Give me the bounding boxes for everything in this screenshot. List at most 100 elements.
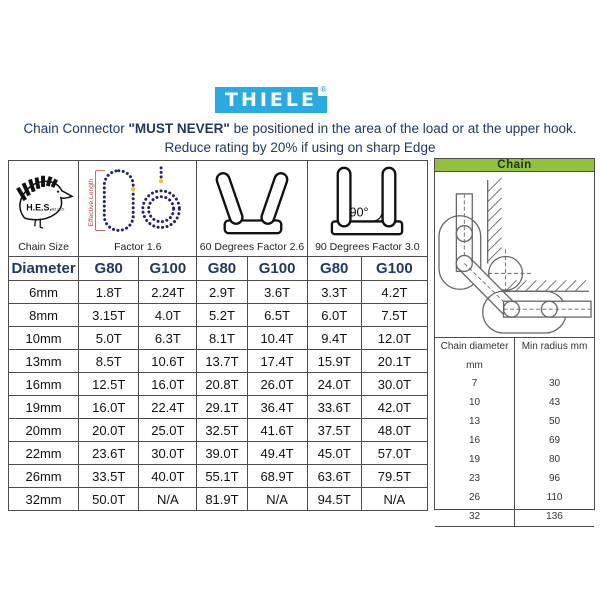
- row-label-cell: 13mm: [7, 349, 80, 373]
- section-label-60deg: 60 Degrees Factor 2.6: [199, 241, 305, 253]
- rating-cell: 63.6T: [306, 464, 362, 488]
- rating-cell: 41.6T: [246, 418, 308, 442]
- rating-cell: 4.2T: [360, 280, 429, 304]
- radius-col2-unit-spacer: [515, 357, 595, 374]
- col-header-g80-1: G80: [78, 256, 140, 281]
- rating-cell: 20.0T: [78, 418, 140, 442]
- radius-col1-unit: mm: [435, 357, 515, 374]
- connector-60deg-icon: [197, 161, 306, 241]
- table-row: 32 136: [435, 507, 594, 527]
- angle-90-label: 90°: [350, 206, 369, 220]
- rating-cell: 16.0T: [78, 395, 140, 419]
- table-row: 10 43: [435, 393, 594, 412]
- table-row: 32mm 50.0T N/A 81.9T N/A 94.5T N/A: [7, 487, 429, 511]
- rating-cell: 42.0T: [360, 395, 429, 419]
- warning-text: Chain Connector "MUST NEVER" be position…: [0, 119, 600, 157]
- rating-cell: 30.0T: [360, 372, 429, 396]
- rating-cell: 12.5T: [78, 372, 140, 396]
- section-label-90deg: 90 Degrees Factor 3.0: [315, 241, 420, 253]
- row-label-cell: 23: [435, 469, 515, 488]
- chain-sling-icon: Effective Length: [79, 161, 196, 241]
- rating-cell: 40.0T: [138, 464, 198, 488]
- row-label-cell: 26: [435, 488, 515, 507]
- rating-cell: 39.0T: [196, 441, 248, 465]
- col-header-g80-3: G80: [306, 256, 362, 281]
- row-label-cell: 6mm: [7, 280, 80, 304]
- rating-cell: 10.4T: [246, 326, 308, 350]
- rating-cell: 20.8T: [196, 372, 248, 396]
- rating-cell: 33.5T: [78, 464, 140, 488]
- factor16-header-cell: Effective Length Factor 1.6: [78, 160, 198, 257]
- registered-trademark-icon: ®: [318, 85, 329, 96]
- rating-table: H.E.S. NZ LTD Chain Size: [7, 160, 429, 511]
- min-radius-table: Chain diameter Min radius mm mm 7 30 10 43 1…: [435, 337, 594, 527]
- rating-cell: 23.6T: [78, 441, 140, 465]
- radius-col2-header: Min radius mm: [521, 341, 588, 352]
- rating-cell: 5.2T: [196, 303, 248, 327]
- rating-cell: 36.4T: [246, 395, 308, 419]
- col-header-g100-1: G100: [138, 256, 198, 281]
- image-header-row: H.E.S. NZ LTD Chain Size: [7, 160, 429, 257]
- rating-cell: 1.8T: [78, 280, 140, 304]
- warning-line1: Chain Connector "MUST NEVER" be position…: [23, 121, 577, 136]
- rating-cell: 3.3T: [306, 280, 362, 304]
- table-row: 7 30: [435, 374, 594, 393]
- table-row: 13 50: [435, 412, 594, 431]
- col-header-g100-2: G100: [246, 256, 308, 281]
- rating-cell: 55.1T: [196, 464, 248, 488]
- rating-cell: 48.0T: [360, 418, 429, 442]
- table-row: 16mm 12.5T 16.0T 20.8T 26.0T 24.0T 30.0T: [7, 372, 429, 396]
- hes-kiwi-logo: H.E.S. NZ LTD: [9, 161, 78, 241]
- table-row: 23 96: [435, 469, 594, 488]
- rating-cell: 49.4T: [246, 441, 308, 465]
- row-label-cell: 20mm: [7, 418, 80, 442]
- rating-cell: 25.0T: [138, 418, 198, 442]
- chain-panel: Chain: [434, 158, 595, 527]
- rating-cell: 10.6T: [138, 349, 198, 373]
- rating-cell: 81.9T: [196, 487, 248, 511]
- column-header-row: Diameter G80 G100 G80 G100 G80 G100: [7, 256, 429, 281]
- rating-cell: 8.1T: [196, 326, 248, 350]
- chain-size-header-cell: H.E.S. NZ LTD Chain Size: [7, 160, 80, 257]
- col-header-g100-3: G100: [360, 256, 429, 281]
- table-row: 22mm 23.6T 30.0T 39.0T 49.4T 45.0T 57.0T: [7, 441, 429, 465]
- table-row: 8mm 3.15T 4.0T 5.2T 6.5T 6.0T 7.5T: [7, 303, 429, 327]
- radius-cell: 136: [546, 511, 563, 522]
- rating-cell: N/A: [246, 487, 308, 511]
- rating-cell: 45.0T: [306, 441, 362, 465]
- rating-cell: 3.6T: [246, 280, 308, 304]
- rating-cell: 3.15T: [78, 303, 140, 327]
- rating-cell: N/A: [138, 487, 198, 511]
- rating-cell: 57.0T: [360, 441, 429, 465]
- row-label-cell: 19mm: [7, 395, 80, 419]
- rating-cell: 30.0T: [138, 441, 198, 465]
- rating-cell: 17.4T: [246, 349, 308, 373]
- radius-header-row: Chain diameter Min radius mm: [435, 337, 594, 357]
- radius-cell: 80: [548, 454, 561, 465]
- hes-text: H.E.S.: [26, 202, 52, 212]
- rating-cell: 6.0T: [306, 303, 362, 327]
- section-label-chain-size: Chain Size: [18, 241, 69, 253]
- table-row: 16 69: [435, 431, 594, 450]
- row-label-cell: 22mm: [7, 441, 80, 465]
- hes-subtext: NZ LTD: [51, 207, 64, 211]
- row-label-cell: 7: [435, 374, 515, 393]
- rating-cell: 2.24T: [138, 280, 198, 304]
- rating-cell: 12.0T: [360, 326, 429, 350]
- rating-cell: 94.5T: [306, 487, 362, 511]
- radius-cell: 69: [548, 435, 561, 446]
- rating-cell: 29.1T: [196, 395, 248, 419]
- table-row: 13mm 8.5T 10.6T 13.7T 17.4T 15.9T 20.1T: [7, 349, 429, 373]
- radius-cell: 50: [548, 416, 561, 427]
- rating-cell: 32.5T: [196, 418, 248, 442]
- rating-cell: 33.6T: [306, 395, 362, 419]
- rating-cell: 6.5T: [246, 303, 308, 327]
- radius-header-unit-row: mm: [435, 357, 594, 374]
- rating-cell: N/A: [360, 487, 429, 511]
- rating-cell: 79.5T: [360, 464, 429, 488]
- row-label-cell: 13: [435, 412, 515, 431]
- row-label-cell: 8mm: [7, 303, 80, 327]
- row-label-cell: 26mm: [7, 464, 80, 488]
- row-label-cell: 10: [435, 393, 515, 412]
- rating-table-body: 6mm 1.8T 2.24T 2.9T 3.6T 3.3T 4.2T 8mm 3.15T 4.0T…: [7, 280, 429, 511]
